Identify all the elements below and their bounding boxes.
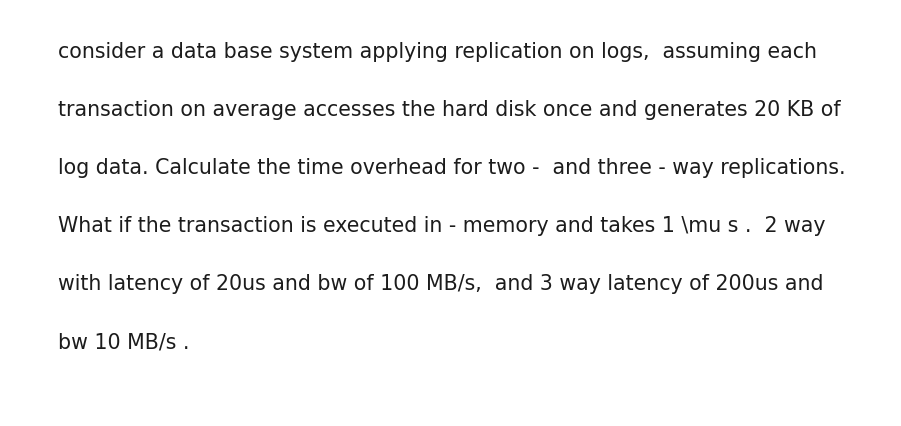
Text: What if the transaction is executed in - memory and takes 1 \mu s .  2 way: What if the transaction is executed in -…: [58, 216, 825, 236]
Text: consider a data base system applying replication on logs,  assuming each: consider a data base system applying rep…: [58, 42, 817, 62]
Text: log data. Calculate the time overhead for two -  and three - way replications.: log data. Calculate the time overhead fo…: [58, 158, 846, 178]
Text: with latency of 20us and bw of 100 MB/s,  and 3 way latency of 200us and: with latency of 20us and bw of 100 MB/s,…: [58, 274, 824, 294]
Text: transaction on average accesses the hard disk once and generates 20 KB of: transaction on average accesses the hard…: [58, 100, 841, 120]
Text: bw 10 MB/s .: bw 10 MB/s .: [58, 332, 189, 352]
